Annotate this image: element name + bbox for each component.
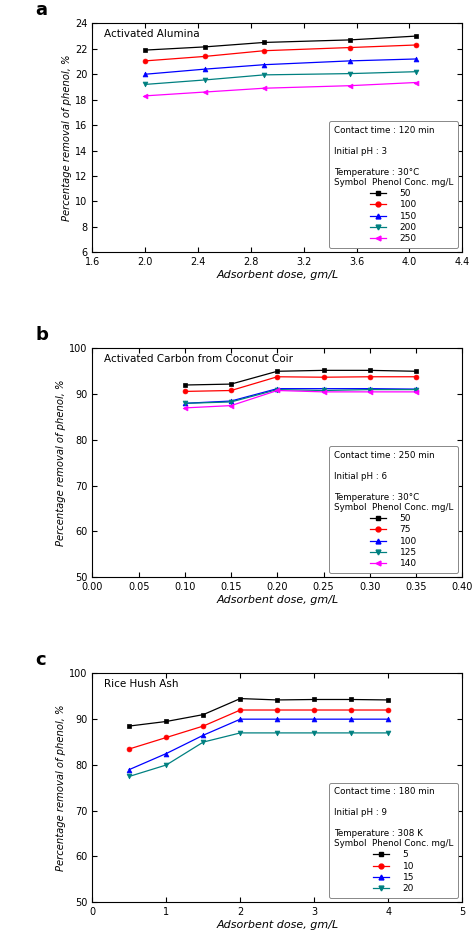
Y-axis label: Percentage removal of phenol, %: Percentage removal of phenol, % [62,54,73,221]
Legend: 5, 10, 15, 20: 5, 10, 15, 20 [329,783,457,898]
Text: a: a [35,1,47,19]
Text: Activated Carbon from Coconut Coir: Activated Carbon from Coconut Coir [103,354,292,364]
Text: Rice Hush Ash: Rice Hush Ash [103,679,178,689]
Text: b: b [35,325,48,344]
Legend: 50, 75, 100, 125, 140: 50, 75, 100, 125, 140 [329,446,457,573]
Text: c: c [35,651,46,669]
Legend: 50, 100, 150, 200, 250: 50, 100, 150, 200, 250 [329,122,457,248]
Text: Activated Alumina: Activated Alumina [103,29,199,39]
X-axis label: Adsorbent dose, gm/L: Adsorbent dose, gm/L [216,595,338,605]
Y-axis label: Percentage removal of phenol, %: Percentage removal of phenol, % [56,380,66,546]
Y-axis label: Percentage removal of phenol, %: Percentage removal of phenol, % [56,705,66,871]
X-axis label: Adsorbent dose, gm/L: Adsorbent dose, gm/L [216,270,338,280]
X-axis label: Adsorbent dose, gm/L: Adsorbent dose, gm/L [216,920,338,930]
